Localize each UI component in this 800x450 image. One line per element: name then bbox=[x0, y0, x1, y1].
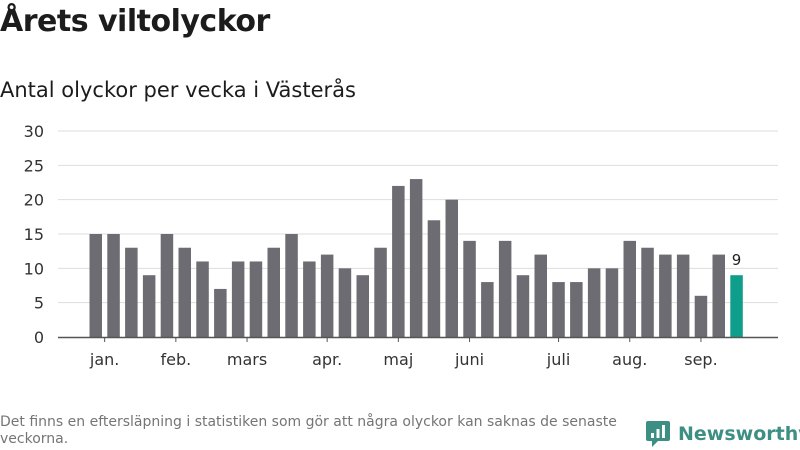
y-tick-label: 25 bbox=[24, 156, 44, 175]
bars bbox=[89, 179, 743, 337]
data-label: 9 bbox=[732, 251, 742, 269]
bar bbox=[285, 234, 298, 337]
bar bbox=[196, 261, 209, 337]
bar bbox=[676, 254, 690, 337]
bar bbox=[107, 234, 120, 337]
bar bbox=[214, 288, 227, 337]
bar-chart: 0 5 10 15 20 25 30 jan. feb. mars apr. maj juni juli… bbox=[24, 122, 778, 369]
y-tick-label: 15 bbox=[24, 225, 44, 244]
data-labels: 9 bbox=[732, 251, 742, 269]
bar bbox=[587, 268, 601, 337]
bar bbox=[498, 240, 512, 337]
bar bbox=[125, 247, 138, 337]
bar bbox=[303, 261, 316, 337]
y-tick-label: 10 bbox=[24, 259, 44, 278]
bar-chart-logo-icon bbox=[646, 421, 670, 447]
x-tick-label: jan. bbox=[89, 350, 119, 369]
bar bbox=[605, 268, 619, 337]
x-axis-ticks: jan. feb. mars apr. maj juni juli aug. sep. bbox=[58, 336, 778, 369]
bar-highlight bbox=[730, 275, 743, 337]
bar bbox=[338, 268, 352, 337]
y-axis-ticks: 0 5 10 15 20 25 30 bbox=[24, 122, 44, 347]
bar bbox=[267, 247, 280, 337]
chart-subtitle: Antal olyckor per vecka i Västerås bbox=[0, 78, 356, 102]
bar bbox=[356, 275, 369, 337]
bar bbox=[641, 247, 654, 337]
bar bbox=[623, 240, 636, 337]
bar bbox=[142, 275, 156, 337]
bar bbox=[445, 199, 458, 337]
bar bbox=[89, 234, 102, 337]
x-tick-label: juni bbox=[454, 350, 484, 369]
bar bbox=[249, 261, 263, 337]
brand-logo[interactable]: Newsworthy bbox=[645, 420, 800, 448]
bar bbox=[694, 295, 708, 337]
footnote: Det finns en eftersläpning i statistiken… bbox=[0, 414, 617, 447]
y-tick-label: 0 bbox=[34, 328, 44, 347]
y-tick-label: 30 bbox=[24, 122, 44, 141]
bar bbox=[409, 179, 423, 337]
bar bbox=[481, 282, 494, 337]
chart-title: Årets viltolyckor bbox=[0, 4, 270, 39]
bar bbox=[463, 240, 476, 337]
bar bbox=[552, 282, 565, 337]
bar bbox=[178, 247, 191, 337]
bar bbox=[392, 185, 405, 337]
x-tick-label: mars bbox=[227, 350, 267, 369]
x-tick-label: maj bbox=[383, 350, 413, 369]
bar bbox=[427, 220, 441, 337]
bar bbox=[231, 261, 245, 337]
x-tick-label: aug. bbox=[612, 350, 647, 369]
y-tick-label: 20 bbox=[24, 191, 44, 210]
bar bbox=[320, 254, 334, 337]
bar bbox=[659, 254, 672, 337]
bar bbox=[570, 282, 583, 337]
x-tick-label: apr. bbox=[312, 350, 342, 369]
bar bbox=[160, 234, 174, 337]
bar bbox=[516, 275, 530, 337]
x-tick-label: sep. bbox=[684, 350, 717, 369]
x-tick-label: feb. bbox=[160, 350, 191, 369]
y-tick-label: 5 bbox=[34, 294, 44, 313]
brand-name: Newsworthy bbox=[678, 423, 800, 445]
x-tick-label: juli bbox=[546, 350, 570, 369]
bar bbox=[374, 247, 387, 337]
bar bbox=[534, 254, 547, 337]
bar bbox=[712, 254, 725, 337]
